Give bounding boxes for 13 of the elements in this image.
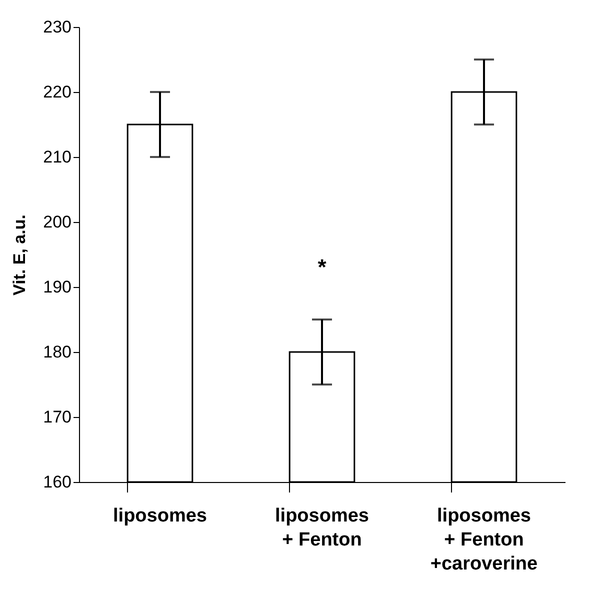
y-tick-label: 180 <box>43 342 72 362</box>
y-tick-label: 200 <box>43 212 72 232</box>
y-tick-label: 190 <box>43 278 72 296</box>
y-axis-title: Vit. E, a.u. <box>10 214 30 296</box>
y-tick-label: 230 <box>43 18 72 36</box>
x-tick-label: liposomes <box>113 506 207 526</box>
x-tick-label: liposomes + Fenton +caroverine <box>430 506 538 574</box>
y-tick-label: 220 <box>43 82 72 102</box>
y-tick-label: 160 <box>43 472 72 492</box>
y-tick-label: 210 <box>43 148 72 166</box>
y-tick-label: 170 <box>43 408 72 426</box>
annotation: * <box>318 254 327 280</box>
x-tick-label: liposomes + Fenton <box>275 506 369 550</box>
